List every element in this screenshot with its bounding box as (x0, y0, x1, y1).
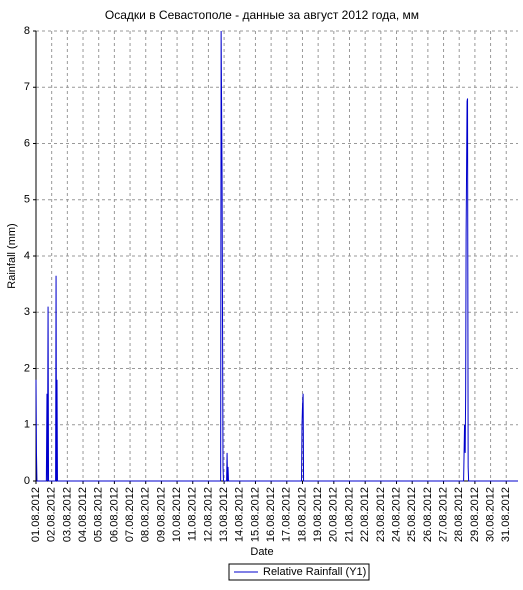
x-tick-label: 10.08.2012 (171, 487, 183, 542)
x-tick-label: 08.08.2012 (140, 487, 152, 542)
x-tick-label: 26.08.2012 (422, 487, 434, 542)
x-tick-label: 21.08.2012 (343, 487, 355, 542)
x-tick-label: 19.08.2012 (312, 487, 324, 542)
x-tick-label: 28.08.2012 (453, 487, 465, 542)
x-axis-label: Date (250, 546, 273, 558)
x-tick-label: 05.08.2012 (93, 487, 105, 542)
legend-box (228, 563, 370, 581)
x-tick-label: 30.08.2012 (484, 487, 496, 542)
y-tick-label: 5 (24, 194, 30, 206)
x-tick-label: 02.08.2012 (46, 487, 58, 542)
y-tick-label: 8 (24, 25, 30, 37)
x-tick-label: 03.08.2012 (61, 487, 73, 542)
x-tick-label: 01.08.2012 (30, 487, 42, 542)
legend-label: Relative Rainfall (Y1) (263, 566, 366, 578)
x-tick-label: 31.08.2012 (500, 487, 512, 542)
y-tick-label: 4 (24, 250, 30, 262)
y-tick-label: 7 (24, 81, 30, 93)
chart-title: Осадки в Севастополе - данные за август … (105, 8, 419, 22)
y-tick-label: 3 (24, 306, 30, 318)
x-tick-label: 11.08.2012 (187, 487, 199, 541)
y-tick-label: 6 (24, 137, 30, 149)
x-tick-label: 16.08.2012 (265, 487, 277, 542)
y-tick-label: 2 (24, 362, 30, 374)
y-tick-label: 1 (24, 419, 30, 431)
x-tick-label: 09.08.2012 (155, 487, 167, 542)
data-line (35, 30, 518, 482)
x-tick-label: 14.08.2012 (234, 487, 246, 542)
x-tick-label: 12.08.2012 (202, 487, 214, 542)
x-tick-label: 18.08.2012 (296, 487, 308, 542)
x-tick-label: 13.08.2012 (218, 487, 230, 542)
x-tick-label: 06.08.2012 (108, 487, 120, 542)
y-axis-label: Rainfall (mm) (6, 223, 18, 288)
x-tick-label: 24.08.2012 (390, 487, 402, 542)
x-tick-label: 27.08.2012 (437, 487, 449, 542)
x-tick-label: 29.08.2012 (469, 487, 481, 542)
x-tick-label: 15.08.2012 (249, 487, 261, 542)
x-tick-label: 25.08.2012 (406, 487, 418, 542)
x-tick-label: 17.08.2012 (281, 487, 293, 542)
x-tick-label: 04.08.2012 (77, 487, 89, 542)
x-tick-label: 07.08.2012 (124, 487, 136, 542)
x-tick-label: 23.08.2012 (375, 487, 387, 542)
x-tick-label: 20.08.2012 (328, 487, 340, 542)
x-tick-label: 22.08.2012 (359, 487, 371, 542)
y-tick-label: 0 (24, 475, 30, 487)
